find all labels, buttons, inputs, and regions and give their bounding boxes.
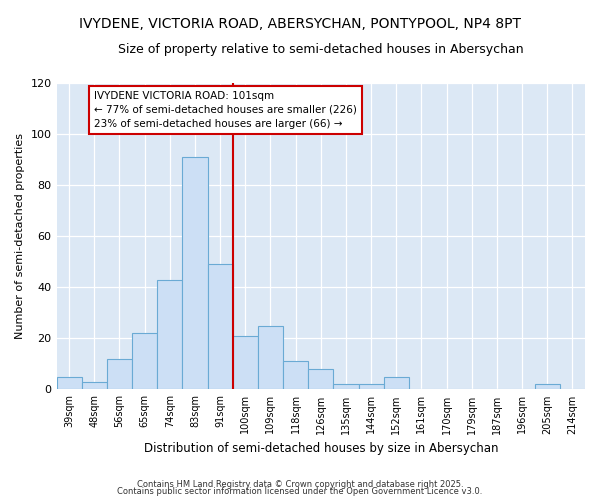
Bar	[383, 376, 409, 390]
Bar	[132, 334, 157, 390]
Bar	[82, 382, 107, 390]
Y-axis label: Number of semi-detached properties: Number of semi-detached properties	[15, 133, 25, 339]
X-axis label: Distribution of semi-detached houses by size in Abersychan: Distribution of semi-detached houses by …	[143, 442, 498, 455]
Bar	[283, 362, 308, 390]
Text: IVYDENE VICTORIA ROAD: 101sqm
← 77% of semi-detached houses are smaller (226)
23: IVYDENE VICTORIA ROAD: 101sqm ← 77% of s…	[94, 90, 357, 128]
Bar	[258, 326, 283, 390]
Bar	[233, 336, 258, 390]
Bar	[56, 376, 82, 390]
Text: Contains public sector information licensed under the Open Government Licence v3: Contains public sector information licen…	[118, 487, 482, 496]
Bar	[208, 264, 233, 390]
Text: IVYDENE, VICTORIA ROAD, ABERSYCHAN, PONTYPOOL, NP4 8PT: IVYDENE, VICTORIA ROAD, ABERSYCHAN, PONT…	[79, 18, 521, 32]
Text: Contains HM Land Registry data © Crown copyright and database right 2025.: Contains HM Land Registry data © Crown c…	[137, 480, 463, 489]
Bar	[535, 384, 560, 390]
Bar	[157, 280, 182, 390]
Bar	[182, 157, 208, 390]
Bar	[359, 384, 383, 390]
Title: Size of property relative to semi-detached houses in Abersychan: Size of property relative to semi-detach…	[118, 42, 524, 56]
Bar	[334, 384, 359, 390]
Bar	[308, 369, 334, 390]
Bar	[107, 359, 132, 390]
